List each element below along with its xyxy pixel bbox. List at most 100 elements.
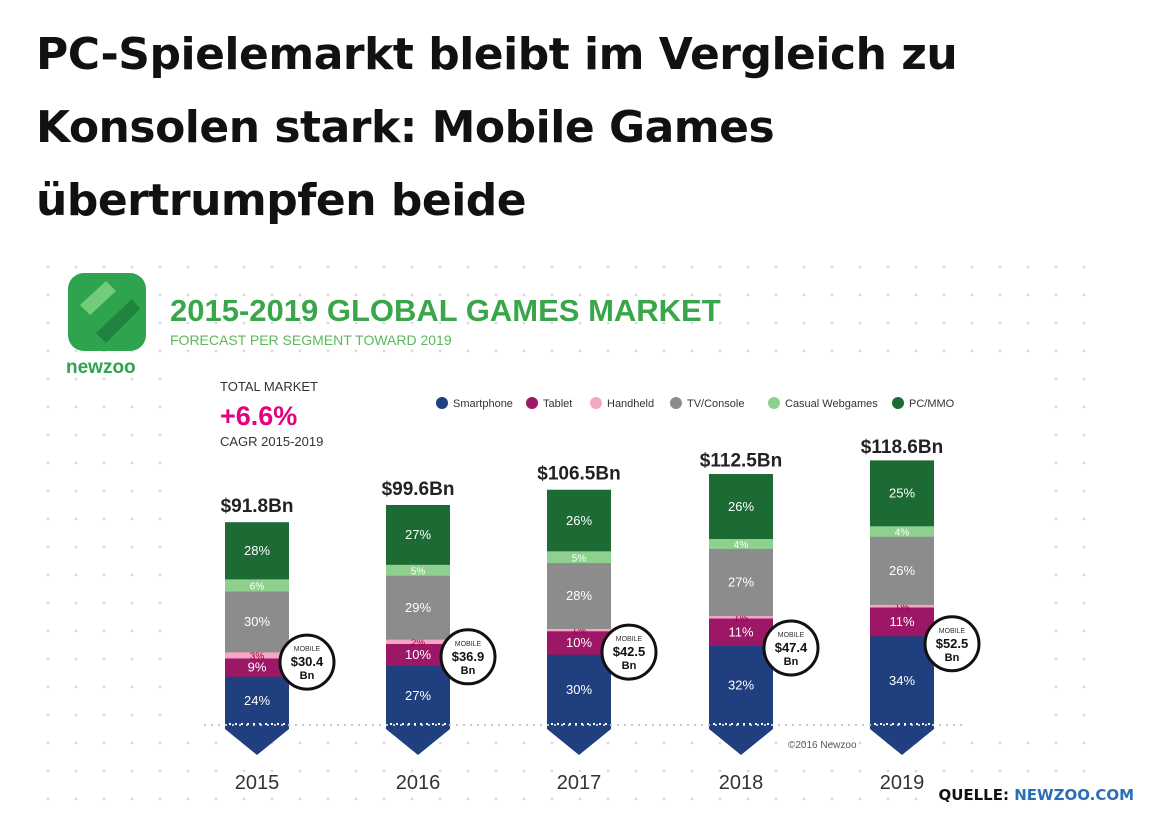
background-dot — [998, 321, 1002, 325]
background-dot — [298, 797, 302, 801]
background-dot — [102, 741, 106, 745]
legend-label: Tablet — [543, 398, 572, 410]
background-dot — [886, 349, 890, 353]
background-dot — [46, 517, 50, 521]
bar-segment — [225, 578, 289, 592]
legend-label: PC/MMO — [909, 398, 955, 410]
segment-label: 32% — [728, 678, 754, 693]
background-dot — [158, 265, 162, 269]
background-dot — [774, 265, 778, 269]
legend-swatch — [892, 397, 904, 409]
background-dot — [522, 293, 526, 297]
background-dot — [74, 797, 78, 801]
background-dot — [494, 741, 498, 745]
background-dot — [270, 293, 274, 297]
background-dot — [522, 741, 526, 745]
background-dot — [942, 265, 946, 269]
background-dot — [634, 349, 638, 353]
background-dot — [74, 545, 78, 549]
mobile-bubble-value: $30.4 — [291, 654, 324, 669]
segment-label: 27% — [405, 688, 431, 703]
legend-swatch — [670, 397, 682, 409]
background-dot — [858, 797, 862, 801]
newzoo-logo: newzoo — [66, 273, 146, 378]
background-dot — [942, 797, 946, 801]
segment-label: 5% — [411, 566, 426, 577]
background-dot — [914, 769, 918, 773]
background-dot — [802, 265, 806, 269]
bar-segment — [225, 658, 289, 677]
background-dot — [46, 657, 50, 661]
background-dot — [998, 293, 1002, 297]
background-dot — [606, 265, 610, 269]
x-tick-label: 2015 — [235, 772, 280, 794]
bar-segment — [709, 473, 773, 540]
bar-arrow-tip — [870, 725, 934, 755]
segment-label: 30% — [244, 614, 270, 629]
total-market-label: TOTAL MARKET — [220, 379, 318, 394]
x-tick-label: 2017 — [557, 772, 602, 794]
segment-label: 4% — [895, 528, 910, 539]
segment-label: 3% — [250, 652, 265, 663]
background-dot — [158, 769, 162, 773]
background-dot — [214, 797, 218, 801]
background-dot — [858, 293, 862, 297]
background-dot — [690, 741, 694, 745]
background-dot — [130, 629, 134, 633]
background-dot — [634, 797, 638, 801]
background-dot — [522, 321, 526, 325]
newzoo-logo-stripe — [96, 299, 140, 343]
background-dot — [46, 489, 50, 493]
source-link[interactable]: NEWZOO.COM — [1014, 786, 1134, 804]
segment-label: 10% — [566, 635, 592, 650]
background-dot — [1054, 713, 1058, 717]
background-dot — [690, 769, 694, 773]
background-dot — [774, 349, 778, 353]
background-dot — [1054, 601, 1058, 605]
background-dot — [438, 321, 442, 325]
background-dot — [130, 433, 134, 437]
background-dot — [802, 797, 806, 801]
bar-total: $91.8Bn — [221, 496, 294, 517]
background-dot — [354, 769, 358, 773]
segment-label: 28% — [566, 588, 592, 603]
background-dot — [718, 293, 722, 297]
background-dot — [102, 377, 106, 381]
background-dot — [466, 741, 470, 745]
background-dot — [102, 489, 106, 493]
segment-label: 11% — [889, 614, 914, 629]
background-dot — [1054, 769, 1058, 773]
background-dot — [718, 321, 722, 325]
background-dot — [1054, 573, 1058, 577]
background-dot — [774, 741, 778, 745]
background-dot — [130, 461, 134, 465]
background-dot — [382, 321, 386, 325]
background-dot — [550, 321, 554, 325]
background-dot — [130, 797, 134, 801]
background-dot — [942, 741, 946, 745]
background-dot — [102, 601, 106, 605]
dot-pattern — [46, 265, 1086, 801]
background-dot — [1026, 797, 1030, 801]
legend-label: TV/Console — [687, 398, 744, 410]
background-dot — [942, 349, 946, 353]
background-dot — [690, 265, 694, 269]
background-dot — [886, 293, 890, 297]
background-dot — [970, 321, 974, 325]
background-dot — [46, 573, 50, 577]
background-dot — [158, 293, 162, 297]
background-dot — [242, 321, 246, 325]
background-dot — [326, 769, 330, 773]
segment-label: 1% — [572, 626, 587, 637]
bar-segment — [709, 645, 773, 726]
background-dot — [746, 293, 750, 297]
background-dot — [970, 741, 974, 745]
background-dot — [494, 797, 498, 801]
bar-arrow-tip — [225, 725, 289, 755]
background-dot — [102, 657, 106, 661]
background-dot — [1054, 685, 1058, 689]
background-dot — [802, 293, 806, 297]
background-dot — [270, 769, 274, 773]
background-dot — [326, 741, 330, 745]
background-dot — [438, 265, 442, 269]
